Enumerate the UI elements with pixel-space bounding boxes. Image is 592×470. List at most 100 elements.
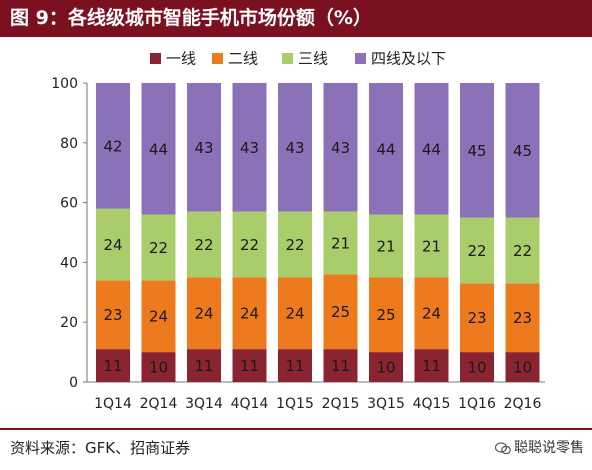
bar-3Q15-series-3 [369,214,403,278]
data-label: 24 [422,305,441,323]
stacked-bar-chart: 一线 二线 三线 四线及以下 0 20 40 60 80 100 11 23 24 42 1Q14 10 24 2… [51,50,545,412]
y-tick-label: 100 [51,76,78,92]
bar-4Q15-series-2 [414,277,449,350]
data-label: 45 [513,142,532,160]
chat-bubbles-icon [495,441,511,454]
data-label: 23 [513,309,532,327]
bar-4Q15-series-1 [414,349,449,382]
y-tick-label: 0 [69,375,78,391]
watermark-text: 聪聪说零售 [514,440,584,456]
bar-1Q14-series-3 [96,208,130,281]
figure-title: 各线级城市智能手机市场份额（%） [67,7,372,29]
bar-1Q14-series-4 [96,83,130,209]
legend-swatch-3 [282,53,293,64]
bar-1Q14-series-2 [96,280,130,350]
data-label: 10 [467,359,486,377]
data-label: 11 [103,357,122,375]
data-label: 22 [194,236,213,254]
bar-2Q14-series-2 [141,280,176,353]
x-tick-label: 1Q15 [276,396,314,412]
y-tick-label: 20 [60,315,78,331]
x-tick-label: 3Q15 [367,396,405,412]
source-note: 资料来源：GFK、招商证券 [10,439,191,457]
bar-2Q16-series-2 [505,283,540,353]
bar-1Q14-series-1 [96,349,130,382]
data-label: 24 [194,305,213,323]
bar-2Q15-series-3 [323,211,358,275]
bar-4Q14-series-3 [232,211,267,278]
data-label: 25 [331,303,350,321]
bar-3Q14-series-4 [187,83,221,212]
data-label: 24 [285,305,304,323]
y-tick-label: 80 [60,136,78,152]
bar-1Q16-series-1 [460,352,494,382]
bar-3Q15-series-1 [369,352,403,382]
data-label: 24 [240,305,259,323]
data-label: 22 [513,242,532,260]
figure-label: 图 9： [10,7,68,29]
bar-4Q15-series-4 [414,83,449,215]
legend-swatch-2 [212,53,223,64]
legend-swatch-4 [355,53,366,64]
data-label: 23 [103,306,122,324]
x-tick-label: 2Q16 [504,396,542,412]
bar-2Q14-series-3 [141,214,176,281]
data-label: 10 [376,359,395,377]
bar-3Q15-series-2 [369,277,403,353]
bar-1Q16-series-4 [460,83,494,218]
data-label: 11 [422,357,441,375]
data-label: 24 [103,236,122,254]
data-label: 43 [285,139,304,157]
data-label: 11 [331,357,350,375]
x-tick-label: 2Q14 [140,396,178,412]
legend-label-3: 三线 [298,50,328,68]
data-label: 11 [194,357,213,375]
bar-1Q15-series-2 [278,277,312,350]
data-label: 21 [422,237,441,255]
figure-title-bar: 图 9：各线级城市智能手机市场份额（%） [0,0,592,37]
data-label: 23 [467,309,486,327]
bar-3Q14-series-2 [187,277,221,350]
footer-divider [0,428,592,430]
y-tick-label: 60 [60,196,78,212]
bar-3Q15-series-4 [369,83,403,215]
bar-2Q15-series-4 [323,83,358,212]
bar-2Q15-series-1 [323,349,358,382]
data-label: 21 [376,237,395,255]
x-tick-label: 2Q15 [322,396,360,412]
data-label: 45 [467,142,486,160]
x-tick-label: 1Q14 [94,396,132,412]
bar-2Q14-series-4 [141,83,176,215]
bar-3Q14-series-3 [187,211,221,278]
legend: 一线 二线 三线 四线及以下 [150,50,446,68]
data-label: 10 [149,359,168,377]
data-label: 22 [240,236,259,254]
bar-1Q16-series-3 [460,217,494,284]
data-label: 25 [376,306,395,324]
data-label: 11 [285,357,304,375]
legend-label-1: 一线 [166,50,196,68]
bar-1Q15-series-3 [278,211,312,278]
data-label: 22 [467,242,486,260]
bar-1Q15-series-1 [278,349,312,382]
data-label: 10 [513,359,532,377]
data-label: 21 [331,234,350,252]
data-label: 24 [149,308,168,326]
bar-4Q15-series-3 [414,214,449,278]
data-label: 11 [240,357,259,375]
legend-swatch-1 [150,53,161,64]
bar-4Q14-series-2 [232,277,267,350]
data-label: 43 [194,139,213,157]
bar-1Q15-series-4 [278,83,312,212]
x-tick-label: 1Q16 [458,396,496,412]
bar-4Q14-series-1 [232,349,267,382]
data-label: 43 [331,139,350,157]
watermark: 聪聪说零售 [495,437,584,457]
x-tick-label: 4Q14 [231,396,269,412]
data-label: 22 [149,239,168,257]
data-label: 44 [376,140,395,158]
bar-3Q14-series-1 [187,349,221,382]
data-label: 44 [149,140,168,158]
x-tick-label: 3Q14 [185,396,223,412]
bar-2Q14-series-1 [141,352,176,382]
